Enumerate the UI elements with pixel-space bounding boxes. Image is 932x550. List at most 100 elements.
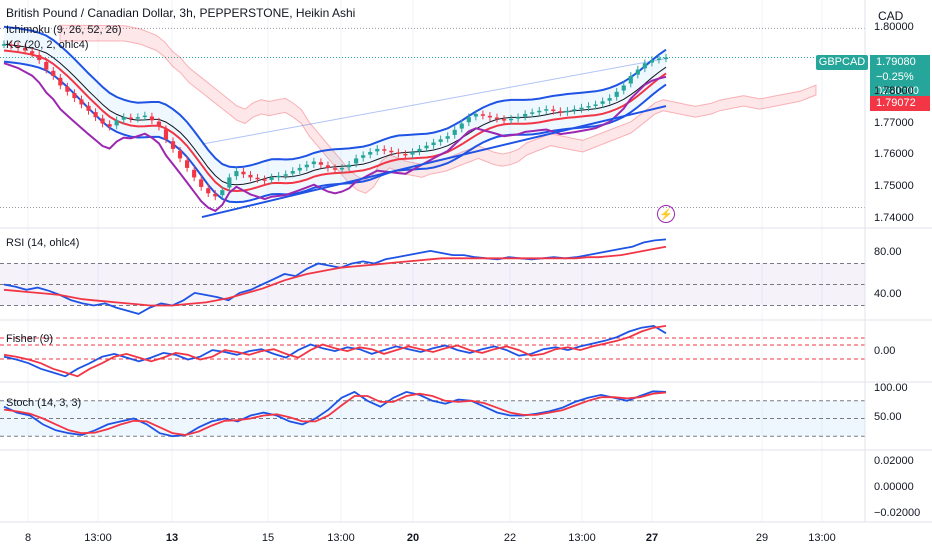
y-tick-label: 1.80000 [874, 21, 914, 34]
candle-body [290, 171, 295, 174]
currency-label[interactable]: CAD [878, 9, 904, 23]
candle-body [37, 54, 42, 61]
candle-body [480, 114, 485, 116]
candle-body [15, 46, 21, 48]
candle-body [325, 165, 331, 168]
candle-body [199, 179, 204, 187]
y-tick-label: 1.74000 [874, 211, 914, 224]
candle-body [128, 117, 133, 119]
candle-body [452, 129, 457, 135]
candle-body [163, 129, 169, 140]
candle-body [565, 110, 570, 113]
y-tick-label: 1.75000 [874, 179, 914, 192]
candle-body [93, 112, 98, 118]
candle-body [523, 113, 528, 117]
candle-body [58, 77, 63, 86]
main-price-pane [0, 24, 865, 219]
candle-body [508, 118, 514, 121]
candle-body [445, 136, 450, 139]
candle-body [628, 75, 633, 84]
candle-body [304, 164, 309, 168]
candle-body [487, 115, 493, 118]
candle-body [656, 58, 662, 60]
candle-body [642, 63, 647, 69]
symbol-badge: GBPCAD [816, 55, 868, 70]
candle-body [537, 110, 542, 113]
candle-body [607, 98, 612, 101]
y-tick-label: 50.00 [874, 411, 902, 424]
candle-body [220, 190, 225, 196]
x-tick-label: 20 [406, 532, 420, 544]
x-tick-label: 13:00 [568, 532, 596, 544]
candle-body [410, 152, 415, 155]
x-tick-label: 13:00 [84, 532, 112, 544]
candle-body [516, 117, 521, 119]
band-fill [0, 263, 865, 306]
candle-body [368, 152, 373, 155]
grid-lines [27, 0, 823, 522]
candle-body [431, 142, 436, 146]
x-tick-label: 13:00 [808, 532, 836, 544]
x-tick-label: 13 [165, 532, 179, 544]
y-tick-label: 100.00 [874, 381, 908, 394]
series-line-0 [3, 238, 667, 315]
candle-body [621, 85, 626, 91]
fisher-pane [0, 324, 865, 378]
kc-fill [4, 26, 666, 203]
candle-body [459, 123, 464, 129]
candle-body [107, 124, 112, 127]
bar-countdown: 02:40:00 [876, 85, 919, 97]
last-price-badge: 1.79080 −0.25% 02:40:00 [870, 55, 930, 99]
candle-body [65, 86, 70, 92]
rsi-pane [0, 238, 865, 315]
candle-body [635, 69, 640, 75]
x-tick-label: 13:00 [327, 532, 355, 544]
candle-body [572, 109, 577, 111]
y-tick-label: 0.00000 [874, 480, 914, 493]
candle-body [149, 116, 154, 121]
candle-body [192, 169, 197, 178]
kc-legend[interactable]: KC (20, 2, ohlc4) [6, 39, 89, 51]
band-fill [0, 400, 865, 437]
candle-body [346, 164, 352, 168]
x-tick-label: 15 [261, 532, 275, 544]
candle-body [663, 57, 669, 60]
candle-body [114, 120, 119, 126]
candle-body [403, 153, 408, 156]
candle-body [389, 150, 394, 153]
stoch-legend[interactable]: Stoch (14, 3, 3) [6, 397, 82, 409]
axes [0, 0, 932, 523]
candle-body [600, 101, 605, 104]
y-tick-label: 1.78000 [874, 84, 914, 97]
trend-line-upper [201, 57, 667, 145]
candle-body [135, 117, 140, 119]
candle-body [466, 117, 471, 123]
candle-body [276, 175, 281, 178]
y-tick-label: 40.00 [874, 288, 902, 300]
ichimoku-legend[interactable]: Ichimoku (9, 26, 52, 26) [6, 24, 122, 36]
chart-title: British Pound / Canadian Dollar, 3h, PEP… [6, 6, 356, 20]
series-line-0 [3, 324, 667, 378]
last-price: 1.79080 [876, 56, 916, 68]
x-tick-label: 29 [755, 532, 769, 544]
candle-body [142, 115, 147, 118]
series-line-1 [3, 245, 667, 307]
rsi-legend[interactable]: RSI (14, ohlc4) [6, 237, 80, 249]
trend-line-lower [201, 105, 667, 219]
candle-body [23, 48, 28, 51]
fisher-legend[interactable]: Fisher (9) [6, 333, 54, 345]
candle-body [593, 104, 598, 106]
candle-body [311, 161, 316, 165]
candle-body [558, 111, 563, 113]
candle-body [530, 112, 535, 114]
candle-body [177, 150, 183, 159]
lightning-bolt-icon[interactable]: ⚡ [657, 205, 675, 223]
second-price-badge: 1.79072 [870, 96, 930, 111]
y-tick-label: −0.02000 [874, 506, 921, 519]
candle-body [544, 109, 549, 111]
y-tick-label: 0.00 [874, 345, 896, 357]
candle-body [424, 145, 429, 149]
x-tick-label: 27 [645, 532, 659, 544]
candle-body [79, 99, 84, 105]
